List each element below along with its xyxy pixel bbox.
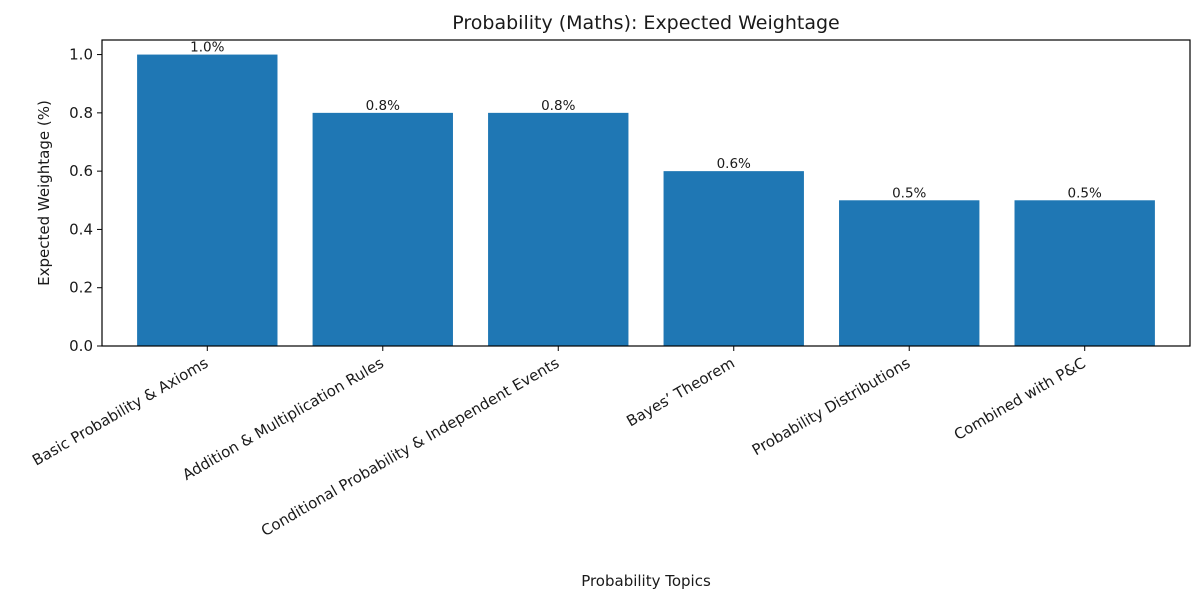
bar-value-labels: 1.0% 0.8% 0.8% 0.6% 0.5% 0.5% bbox=[190, 40, 1102, 202]
y-tick-label: 0.2 bbox=[69, 279, 93, 297]
bar-value-label: 0.8% bbox=[541, 98, 575, 114]
bar bbox=[1014, 200, 1155, 346]
x-tick-label: Basic Probability & Axioms bbox=[29, 354, 211, 470]
bar-value-label: 0.5% bbox=[892, 185, 926, 201]
bar-value-label: 0.6% bbox=[717, 156, 751, 172]
chart-title: Probability (Maths): Expected Weightage bbox=[452, 12, 839, 34]
plot-area-frame bbox=[101, 39, 1191, 347]
bar bbox=[839, 200, 980, 346]
y-axis: 0.0 0.2 0.4 0.6 0.8 1.0 bbox=[69, 46, 102, 355]
bar-value-label: 0.5% bbox=[1068, 185, 1102, 201]
bar bbox=[488, 112, 629, 346]
y-tick-label: 0.8 bbox=[69, 104, 93, 122]
y-tick-label: 0.4 bbox=[69, 220, 93, 238]
y-tick-label: 0.6 bbox=[69, 162, 93, 180]
bar bbox=[312, 112, 453, 346]
bar bbox=[137, 54, 278, 346]
x-tick-label: Combined with P&C bbox=[951, 354, 1089, 444]
y-axis-label: Expected Weightage (%) bbox=[35, 100, 53, 286]
bar-value-label: 1.0% bbox=[190, 40, 224, 56]
y-tick-label: 1.0 bbox=[69, 46, 93, 64]
x-axis-label: Probability Topics bbox=[581, 572, 711, 590]
x-tick-label: Probability Distributions bbox=[749, 354, 914, 459]
bar bbox=[663, 171, 804, 346]
x-tick-label: Addition & Multiplication Rules bbox=[179, 354, 387, 484]
bars-group bbox=[137, 54, 1155, 346]
bar-value-label: 0.8% bbox=[366, 98, 400, 114]
y-tick-label: 0.0 bbox=[69, 337, 93, 355]
x-tick-label: Bayes’ Theorem bbox=[623, 354, 737, 430]
x-tick-label: Conditional Probability & Independent Ev… bbox=[258, 354, 562, 540]
